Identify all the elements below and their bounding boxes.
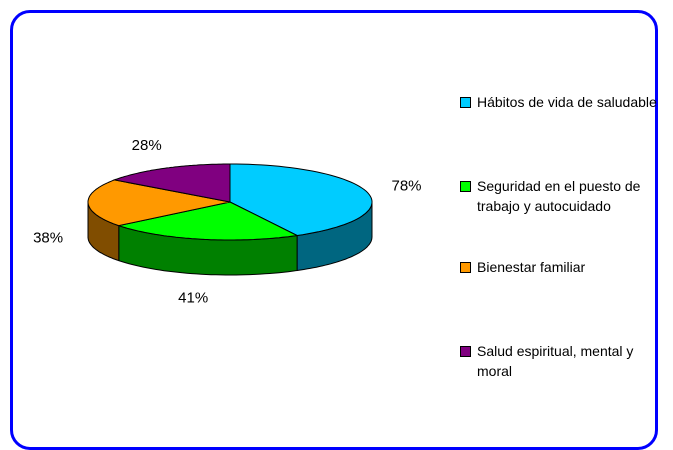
- page: 78% 41% 38% 28% Hábitos de vida de saludabl…: [10, 10, 658, 450]
- legend-swatch: [460, 181, 471, 192]
- pie-slice: [112, 163, 231, 203]
- legend-label: Salud espiritual, mental y moral: [477, 343, 634, 379]
- legend-item: Salud espiritual, mental y moral: [460, 341, 657, 381]
- legend-item: Hábitos de vida de saludable: [460, 92, 657, 112]
- legend-swatch: [460, 346, 471, 357]
- data-label: 28%: [132, 137, 162, 154]
- chart: 78% 41% 38% 28%: [33, 137, 421, 307]
- data-label: 41%: [178, 290, 208, 307]
- pie-slice: [229, 163, 373, 237]
- pie-slice: [87, 179, 231, 227]
- legend-item: Seguridad en el puesto de trabajo y auto…: [460, 176, 657, 216]
- legend-label: Seguridad en el puesto de trabajo y auto…: [477, 178, 641, 214]
- legend-swatch: [460, 262, 471, 273]
- legend-item: Bienestar familiar: [460, 257, 657, 277]
- pie-slice: [116, 201, 299, 241]
- legend-label: Bienestar familiar: [477, 259, 586, 275]
- data-label: 78%: [391, 178, 421, 195]
- legend-label: Hábitos de vida de saludable: [477, 94, 657, 110]
- legend-swatch: [460, 97, 471, 108]
- data-label: 38%: [33, 230, 63, 247]
